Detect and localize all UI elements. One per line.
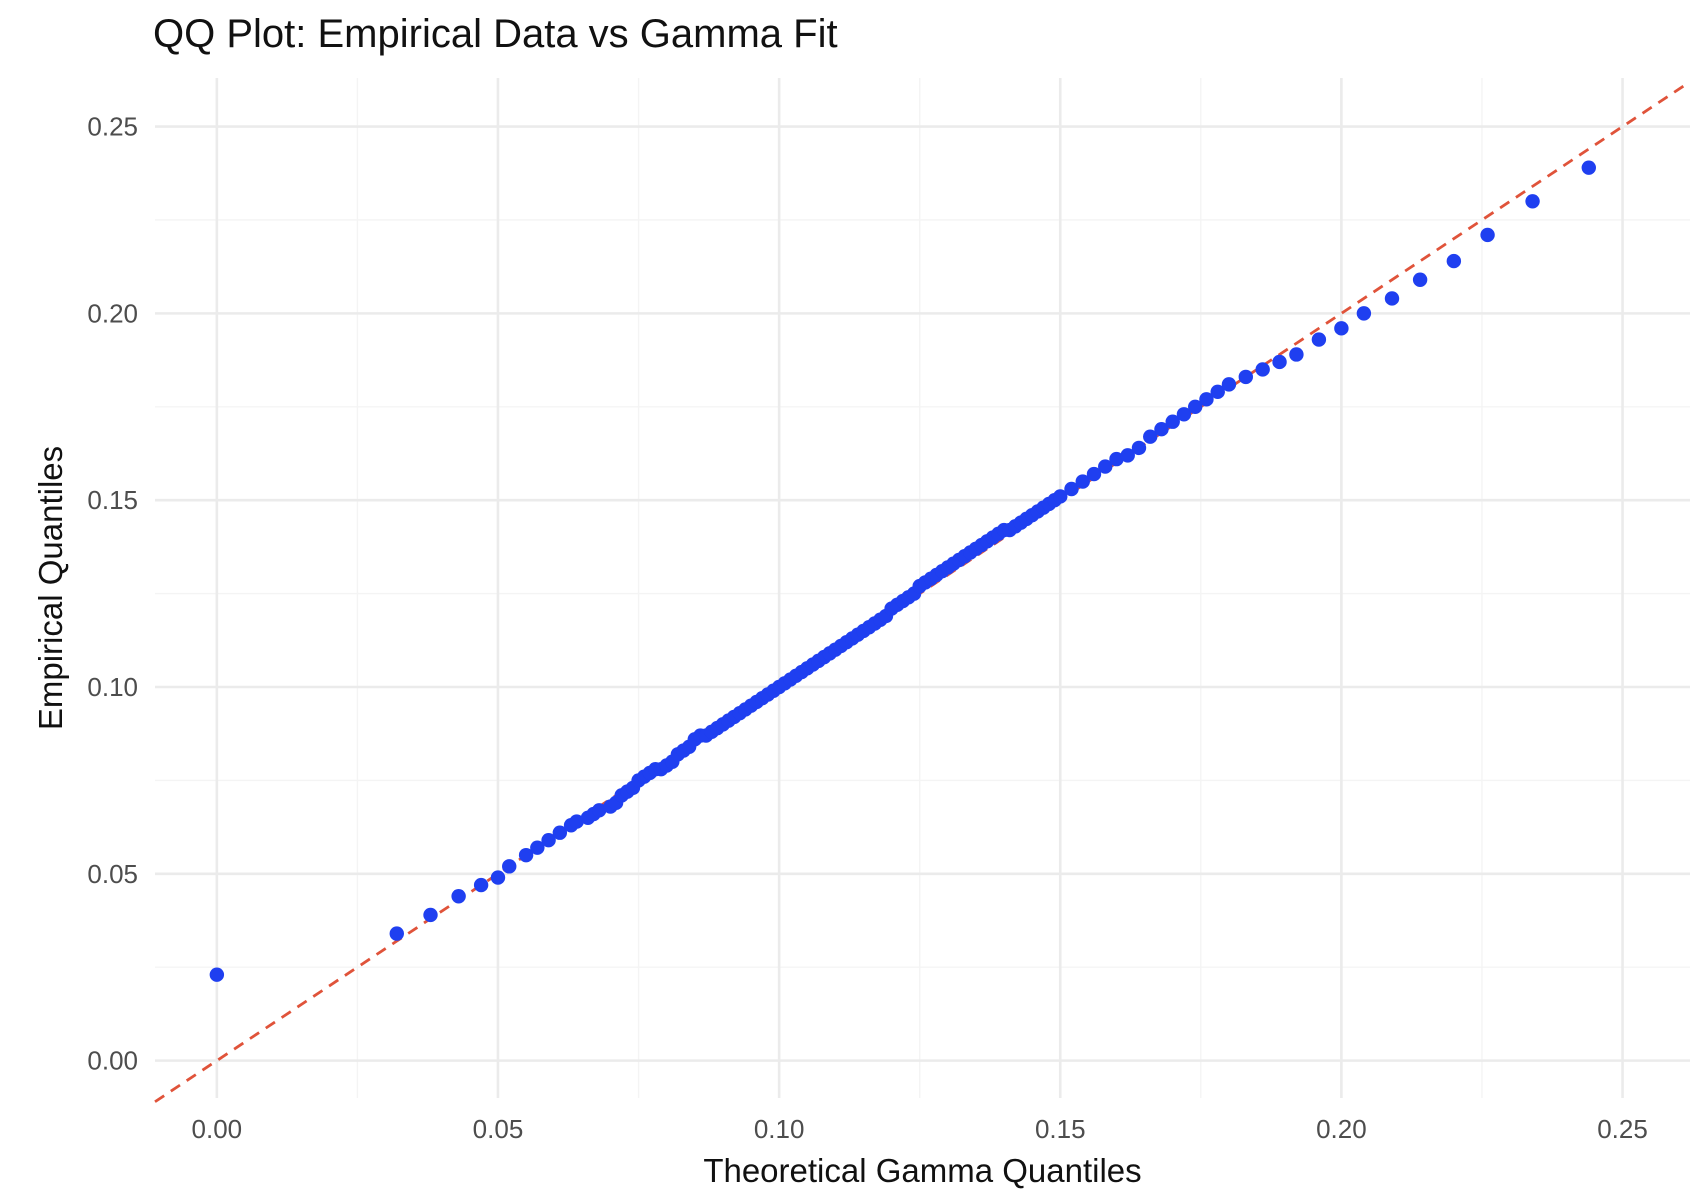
- data-point: [1272, 354, 1287, 370]
- data-point: [591, 803, 607, 818]
- y-tick-label: 0.10: [87, 672, 138, 702]
- data-point: [1289, 347, 1304, 362]
- data-point: [569, 814, 584, 829]
- data-point: [1188, 399, 1203, 414]
- data-point: [1154, 422, 1169, 437]
- data-point: [502, 859, 517, 874]
- data-point: [1143, 429, 1158, 444]
- x-axis-title: Theoretical Gamma Quantiles: [703, 1152, 1141, 1189]
- y-axis-title: Empirical Quantiles: [32, 446, 69, 730]
- data-point: [1525, 194, 1540, 209]
- data-point: [451, 889, 466, 904]
- data-point: [552, 825, 568, 840]
- data-point: [423, 907, 438, 923]
- data-point: [1109, 451, 1124, 467]
- y-tick-label: 0.00: [87, 1046, 138, 1076]
- data-point: [1165, 414, 1180, 429]
- data-point: [530, 840, 545, 855]
- y-tick-label: 0.15: [87, 485, 138, 515]
- data-point: [209, 967, 225, 982]
- data-point: [1053, 489, 1068, 504]
- data-point: [1238, 369, 1254, 385]
- data-point: [1480, 227, 1495, 243]
- data-point: [1446, 253, 1462, 269]
- data-point: [1176, 407, 1192, 422]
- data-point: [1120, 448, 1135, 463]
- y-tick-label: 0.25: [87, 112, 138, 142]
- chart-title: QQ Plot: Empirical Data vs Gamma Fit: [153, 12, 838, 56]
- data-point: [1075, 474, 1090, 489]
- data-point: [1064, 481, 1079, 497]
- data-point: [1131, 440, 1147, 456]
- data-point: [1334, 321, 1349, 336]
- data-point: [389, 926, 404, 941]
- data-point: [541, 832, 556, 848]
- x-tick-label: 0.20: [1316, 1114, 1367, 1144]
- data-point: [1086, 466, 1102, 482]
- x-tick-label: 0.15: [1035, 1114, 1086, 1144]
- data-point: [1210, 384, 1225, 400]
- x-tick-label: 0.25: [1597, 1114, 1648, 1144]
- data-point: [1255, 362, 1270, 377]
- y-tick-label: 0.20: [87, 298, 138, 328]
- y-tick-label: 0.05: [87, 859, 138, 889]
- data-point: [1199, 392, 1214, 407]
- data-point: [518, 847, 534, 863]
- data-point: [1412, 272, 1428, 287]
- data-point: [490, 870, 506, 885]
- data-point: [1356, 306, 1372, 321]
- data-point: [1098, 459, 1113, 474]
- x-tick-label: 0.05: [473, 1114, 524, 1144]
- data-point: [1221, 377, 1237, 392]
- data-point: [1581, 160, 1596, 175]
- data-point: [473, 877, 489, 893]
- x-tick-label: 0.10: [754, 1114, 805, 1144]
- data-point: [1311, 332, 1327, 347]
- data-point: [1384, 291, 1400, 306]
- x-tick-label: 0.00: [192, 1114, 243, 1144]
